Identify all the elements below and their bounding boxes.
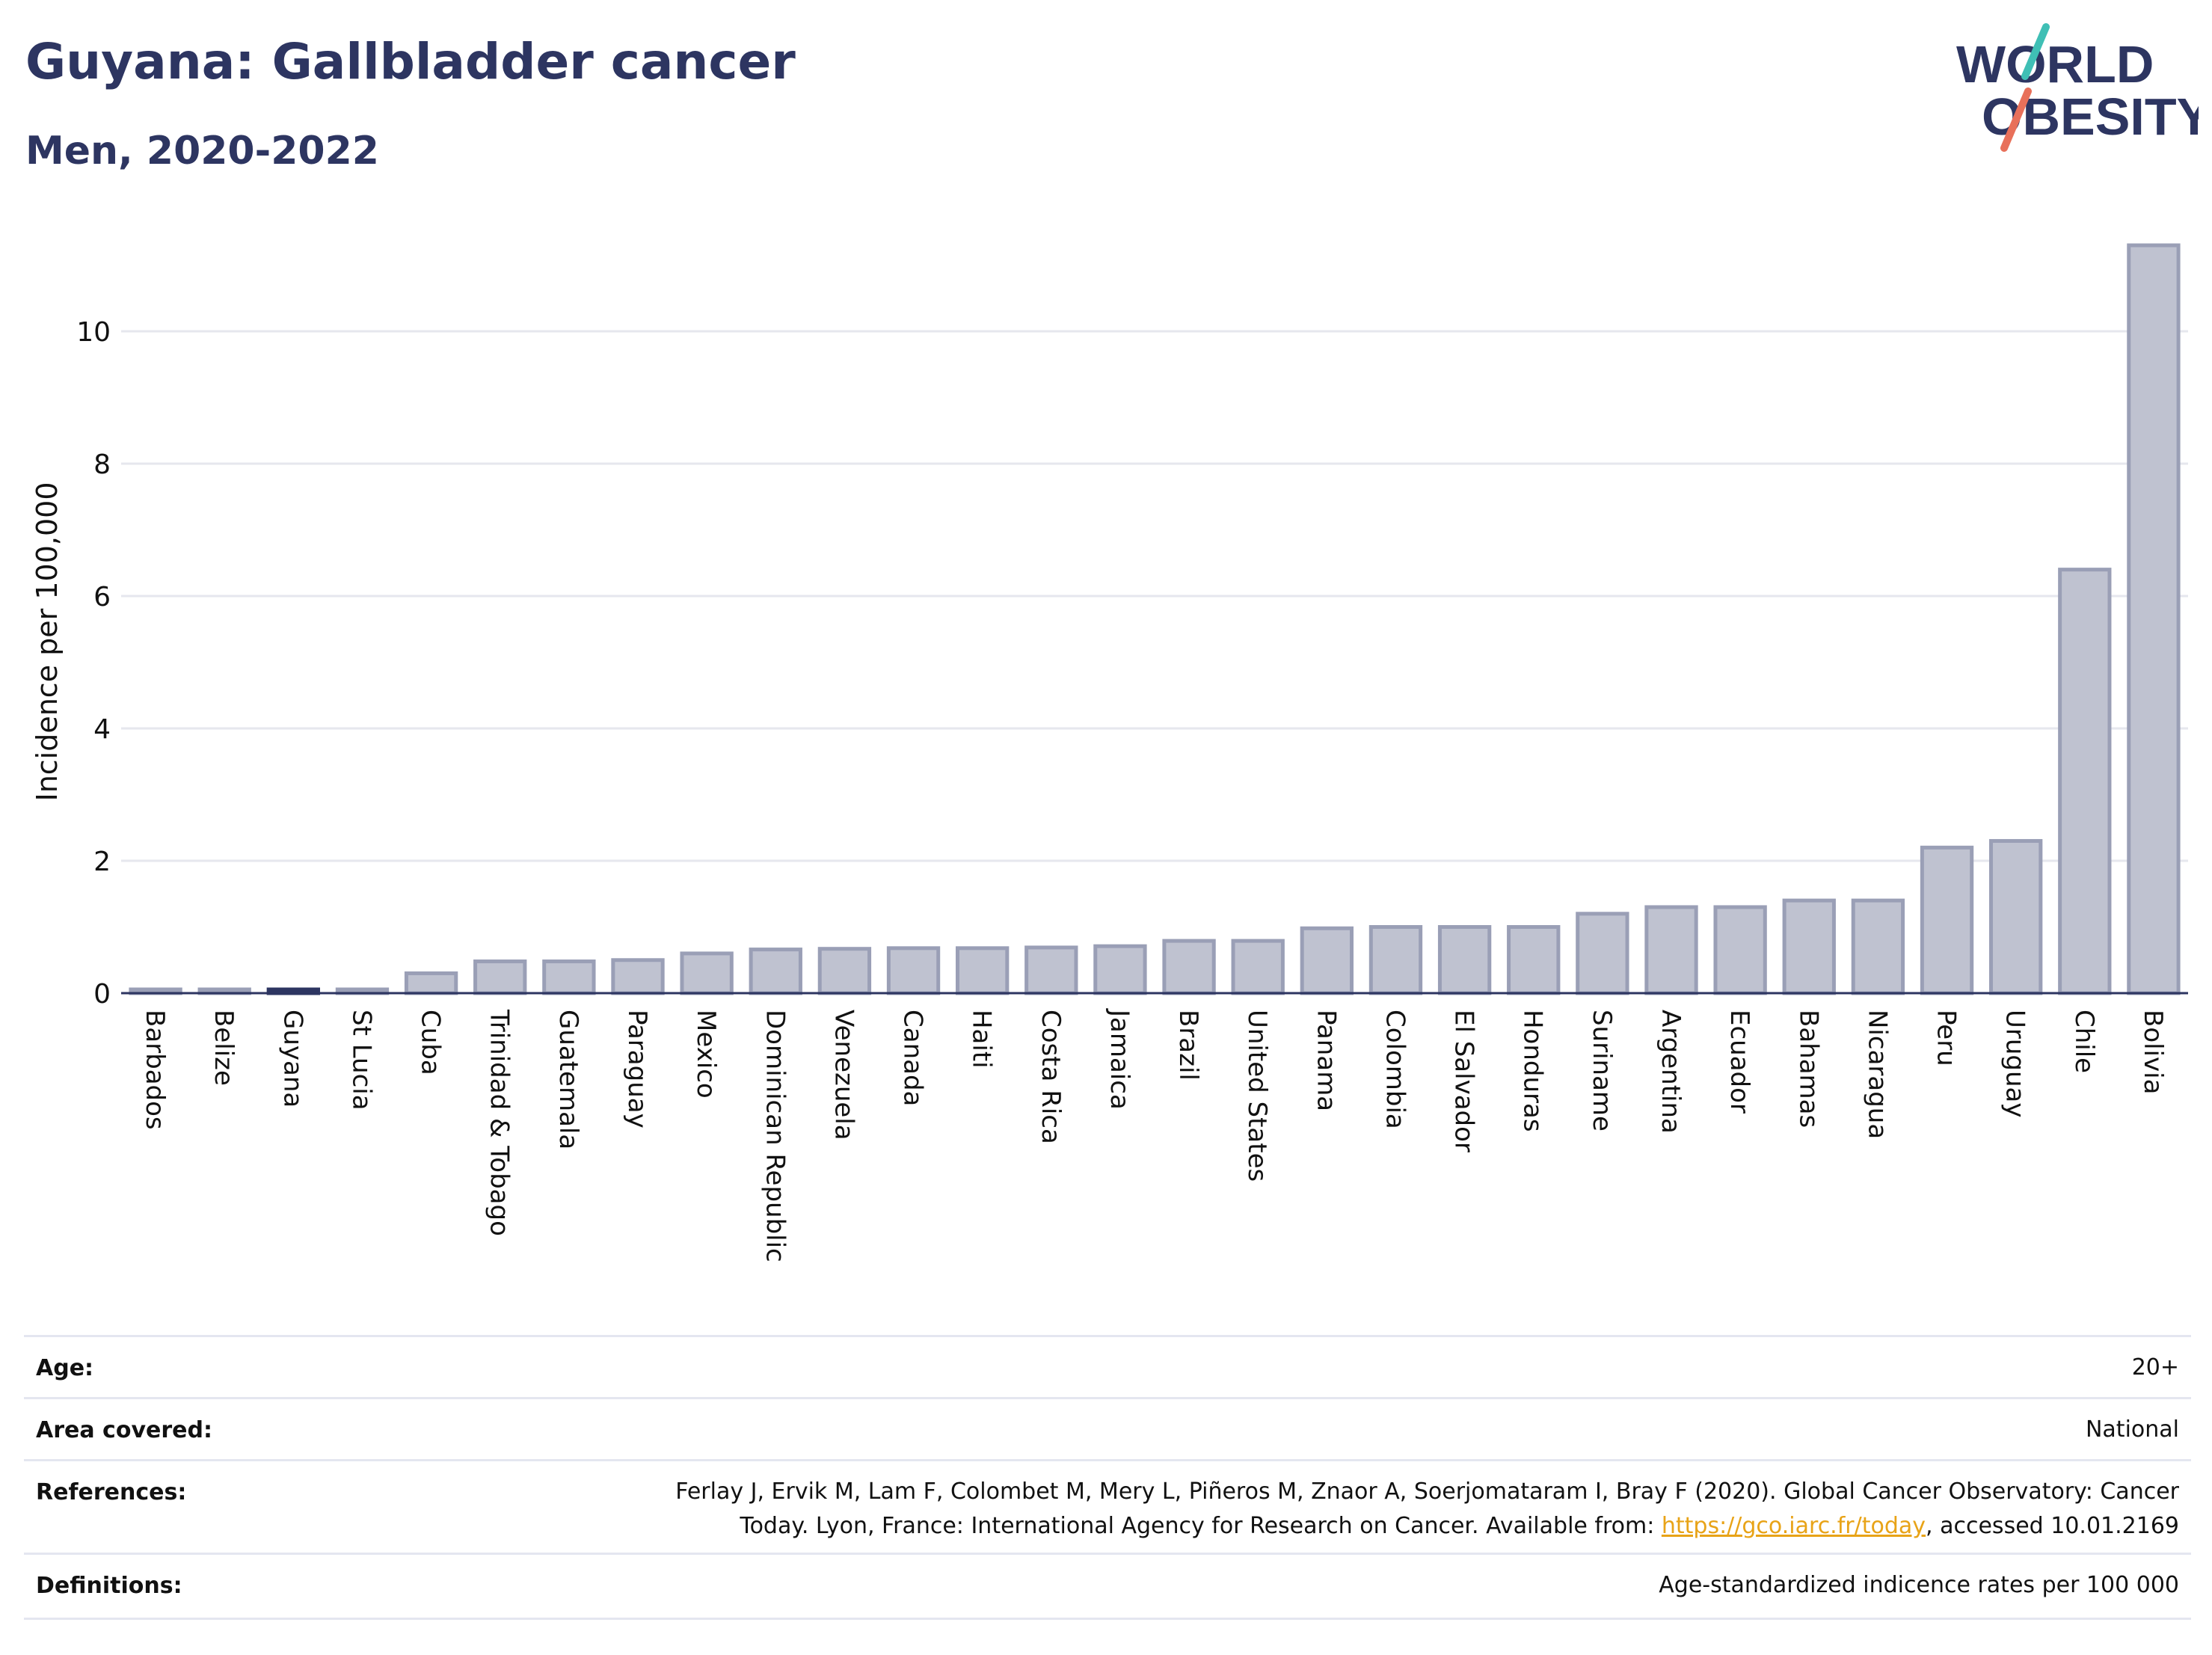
y-tick-label: 10 bbox=[76, 317, 111, 348]
y-tick-label: 8 bbox=[93, 449, 111, 480]
info-row-age: Age: 20+ bbox=[24, 1335, 2191, 1400]
x-tick-label: Dominican Republic bbox=[760, 1010, 790, 1262]
bar-united-states bbox=[1231, 939, 1285, 995]
x-tick-label: Paraguay bbox=[622, 1010, 652, 1129]
age-value: 20+ bbox=[2131, 1354, 2179, 1381]
bar-brazil bbox=[1162, 939, 1216, 995]
age-label: Age: bbox=[36, 1355, 94, 1381]
x-tick-label: Bolivia bbox=[2138, 1010, 2168, 1094]
bar-bolivia bbox=[2127, 243, 2181, 995]
area-value: National bbox=[2085, 1416, 2179, 1443]
x-tick-label: El Salvador bbox=[1449, 1010, 1479, 1152]
x-tick-label: Honduras bbox=[1518, 1010, 1548, 1132]
references-line1: Ferlay J, Ervik M, Lam F, Colombet M, Me… bbox=[675, 1479, 2179, 1505]
chart-title: Guyana: Gallbladder cancer bbox=[25, 33, 796, 90]
x-tick-label: United States bbox=[1242, 1010, 1272, 1182]
x-tick-label: Peru bbox=[1932, 1010, 1961, 1066]
chart-subtitle: Men, 2020-2022 bbox=[25, 129, 379, 174]
x-tick-label: Mexico bbox=[691, 1010, 721, 1099]
references-line2: Today. Lyon, France: International Agenc… bbox=[675, 1509, 2179, 1544]
bar-peru bbox=[1920, 845, 1974, 995]
x-tick-label: Guyana bbox=[277, 1010, 307, 1108]
x-tick-label: Haiti bbox=[967, 1010, 997, 1069]
bar-canada bbox=[886, 946, 941, 995]
x-tick-label: Guatemala bbox=[553, 1010, 583, 1149]
y-tick-label: 6 bbox=[93, 582, 111, 612]
bar-honduras bbox=[1507, 925, 1561, 995]
y-tick-label: 2 bbox=[93, 847, 111, 877]
x-tick-label: Barbados bbox=[140, 1010, 170, 1130]
x-tick-label: Belize bbox=[209, 1010, 239, 1086]
bar-jamaica bbox=[1093, 944, 1147, 995]
x-tick-label: Jamaica bbox=[1105, 1008, 1134, 1110]
world-obesity-logo: WORLD OBESITY bbox=[1956, 23, 2199, 152]
bar-el-salvador bbox=[1437, 925, 1492, 995]
bar-ecuador bbox=[1713, 905, 1767, 995]
x-tick-label: St Lucia bbox=[346, 1010, 376, 1111]
bar-panama bbox=[1300, 926, 1354, 995]
y-tick-label: 4 bbox=[93, 714, 111, 745]
bar-venezuela bbox=[817, 947, 872, 995]
bar-guatemala bbox=[542, 959, 596, 995]
bar-paraguay bbox=[611, 958, 665, 995]
bars bbox=[129, 243, 2181, 995]
bar-dominican-republic bbox=[749, 948, 802, 995]
x-tick-labels: Barbados Belize Guyana St Lucia Cuba Trinidad… bbox=[140, 1008, 2168, 1262]
x-tick-label: Venezuela bbox=[829, 1010, 858, 1140]
references-link[interactable]: https://gco.iarc.fr/today bbox=[1661, 1513, 1926, 1539]
bar-uruguay bbox=[1988, 838, 2043, 995]
x-tick-label: Panama bbox=[1311, 1010, 1341, 1111]
bar-haiti bbox=[955, 946, 1010, 995]
info-row-references: References: Ferlay J, Ervik M, Lam F, Co… bbox=[24, 1459, 2191, 1556]
bar-chart: 0 2 4 6 8 10 Barbados Belize Guyana St Lucia Cuba… bbox=[31, 243, 2188, 1262]
x-tick-label: Ecuador bbox=[1724, 1010, 1754, 1114]
x-tick-label: Suriname bbox=[1587, 1010, 1617, 1132]
bar-argentina bbox=[1644, 905, 1698, 995]
logo-line1: WORLD bbox=[1956, 35, 2154, 93]
x-tick-label: Chile bbox=[2069, 1010, 2099, 1073]
references-line2-pre: Today. Lyon, France: International Agenc… bbox=[740, 1513, 1662, 1539]
x-tick-label: Brazil bbox=[1173, 1010, 1203, 1081]
bar-colombia bbox=[1368, 925, 1423, 995]
gridlines bbox=[121, 330, 2188, 862]
bar-chile bbox=[2058, 568, 2112, 995]
area-label: Area covered: bbox=[36, 1417, 212, 1443]
bar-nicaragua bbox=[1851, 898, 1905, 995]
x-tick-label: Argentina bbox=[1656, 1010, 1686, 1134]
bar-bahamas bbox=[1782, 898, 1836, 995]
x-tick-label: Canada bbox=[898, 1010, 928, 1106]
bar-cuba bbox=[404, 971, 458, 995]
references-label: References: bbox=[36, 1479, 187, 1505]
bar-costa-rica bbox=[1024, 945, 1078, 995]
references-value: Ferlay J, Ervik M, Lam F, Colombet M, Me… bbox=[675, 1475, 2179, 1544]
bar-trinidad-tobago bbox=[473, 959, 527, 995]
x-tick-label: Nicaragua bbox=[1862, 1010, 1892, 1139]
y-tick-label: 0 bbox=[93, 979, 111, 1010]
x-tick-label: Trinidad & Tobago bbox=[485, 1009, 514, 1236]
definitions-label: Definitions: bbox=[36, 1573, 182, 1599]
bar-mexico bbox=[680, 951, 734, 995]
definitions-value: Age-standardized indicence rates per 100… bbox=[1659, 1572, 2179, 1598]
info-row-area: Area covered: National bbox=[24, 1397, 2191, 1462]
x-tick-label: Cuba bbox=[416, 1010, 446, 1075]
references-line2-post: , accessed 10.01.2169 bbox=[1926, 1513, 2179, 1539]
y-axis-label: Incidence per 100,000 bbox=[31, 482, 64, 801]
x-tick-label: Costa Rica bbox=[1036, 1010, 1066, 1144]
y-tick-labels: 0 2 4 6 8 10 bbox=[76, 317, 111, 1010]
x-tick-label: Colombia bbox=[1380, 1010, 1410, 1129]
x-tick-label: Uruguay bbox=[2000, 1010, 2030, 1118]
info-row-definitions: Definitions: Age-standardized indicence … bbox=[24, 1553, 2191, 1620]
bar-suriname bbox=[1576, 912, 1629, 995]
x-tick-label: Bahamas bbox=[1793, 1010, 1823, 1128]
